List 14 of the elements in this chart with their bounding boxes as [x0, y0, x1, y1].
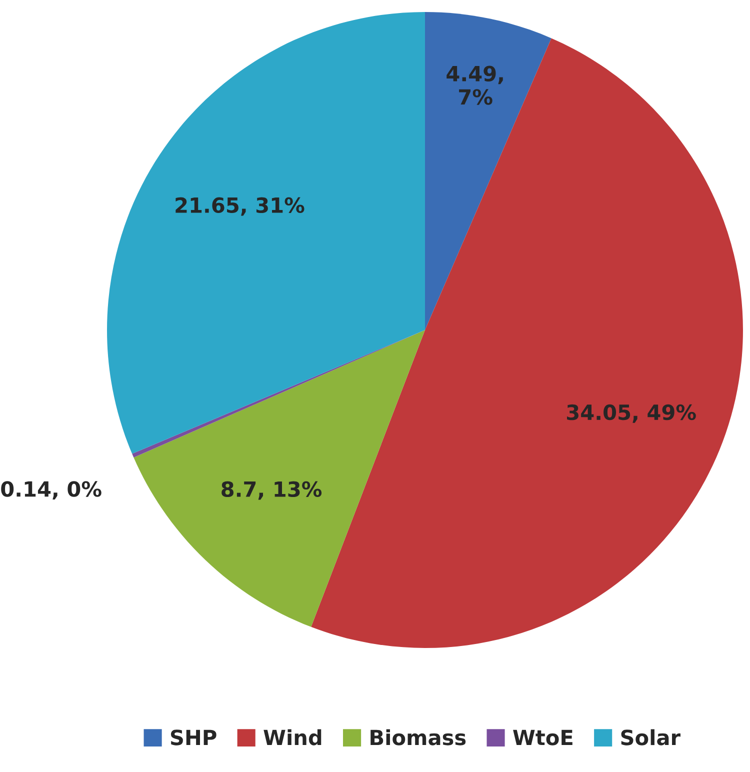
legend-label: SHP: [170, 730, 216, 746]
pie-slice: [107, 12, 425, 454]
legend-label: Solar: [621, 729, 680, 746]
data-label: 0.14, 0%: [1, 481, 102, 500]
data-label: 8.7, 13%: [222, 481, 322, 500]
legend-label: WtoE: [513, 730, 572, 746]
data-label: 4.49, 7%: [446, 66, 503, 105]
data-label: 21.65, 31%: [176, 197, 304, 216]
pie-slice: [134, 330, 425, 627]
pie-slice: [425, 12, 552, 330]
pie-slice: [132, 330, 425, 458]
data-label: 34.05, 49%: [567, 404, 696, 423]
legend-label: Biomass: [370, 729, 466, 746]
legend-label: Wind: [264, 729, 322, 746]
